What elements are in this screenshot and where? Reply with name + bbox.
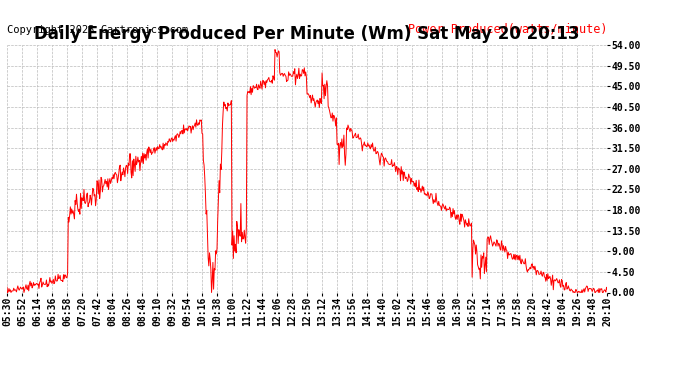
Title: Daily Energy Produced Per Minute (Wm) Sat May 20 20:13: Daily Energy Produced Per Minute (Wm) Sa… <box>34 26 580 44</box>
Text: Power Produced(watts/minute): Power Produced(watts/minute) <box>408 22 607 35</box>
Text: Copyright 2023 Cartronics.com: Copyright 2023 Cartronics.com <box>7 25 188 35</box>
